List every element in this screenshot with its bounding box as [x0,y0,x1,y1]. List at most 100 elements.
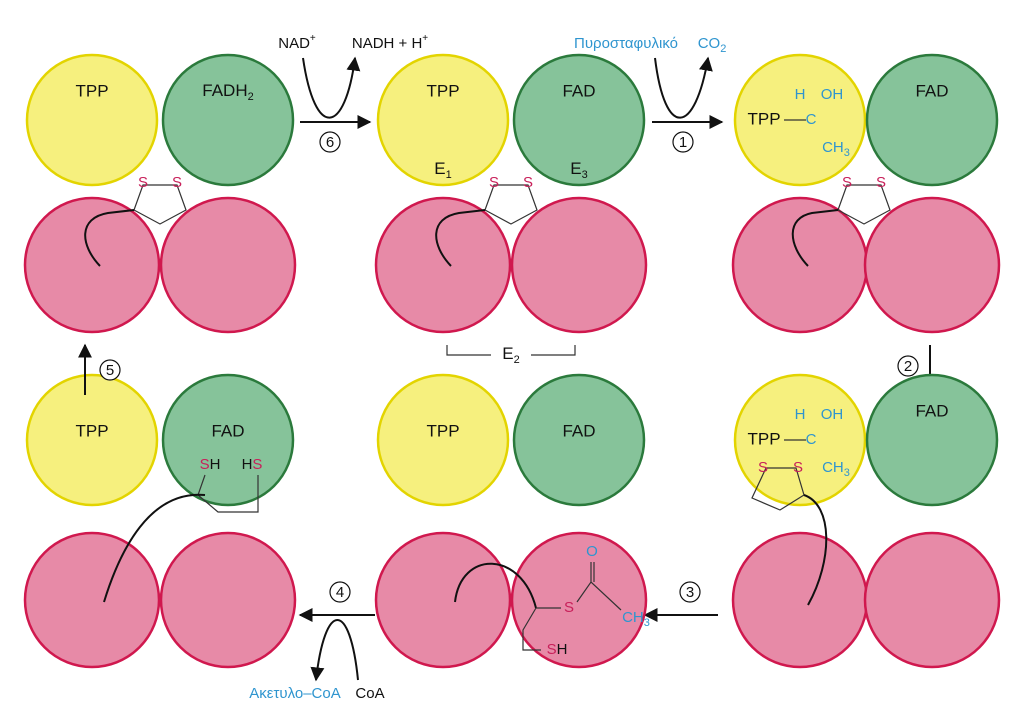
panel-bottom-right: TPP C H OH CH3 FAD S S [731,373,1001,669]
panel-top-left: TPP FADH2 S S [23,53,297,334]
step-4: 4 Ακετυλο–CoA CoA [249,581,385,702]
e1-label: TPP [75,421,108,440]
step-circle [99,359,121,381]
text: NAD [278,35,310,52]
lipoyl-ring [837,184,891,225]
step-number: 4 [336,584,344,601]
lipoyl-ring [484,184,538,225]
e1-enzyme [376,53,510,187]
e1-enzyme [25,373,159,507]
sulfur: S [172,174,182,191]
carbon: C [806,111,817,128]
sulfur: S [489,174,499,191]
text: FADH [202,81,247,100]
sub: 1 [446,169,452,181]
e1-enzyme [376,373,510,507]
text: NADH + H [352,35,422,52]
e3-enzyme [512,53,646,187]
e3-label: FAD [915,81,948,100]
e3-label: FADH2 [202,81,253,102]
step-circle [897,355,919,377]
text: CO [698,35,721,52]
step-number: 6 [326,134,334,151]
lipoyl-arm [803,494,828,606]
e2-domain [863,531,1001,669]
cofactor-arrow [310,619,359,682]
text: E [502,344,513,363]
methyl: CH3 [822,459,850,479]
tpp: TPP [747,429,780,448]
hydroxyl: OH [821,406,844,423]
hydroxyl: OH [821,86,844,103]
text: S [547,641,557,658]
sulfur: S [876,174,886,191]
e3-enzyme [865,53,999,187]
e3-label: FAD [915,401,948,420]
sulfur: S [138,174,148,191]
step-1: Πυροσταφυλικό CO2 1 [574,35,726,153]
panel-top-right: TPP C H OH CH3 FAD S S [731,53,1001,334]
text: CH [822,459,844,476]
e3-label: FAD [562,81,595,100]
e3-enzyme [161,53,295,187]
hydrogen: H [795,86,806,103]
text: S [252,456,262,473]
e3-enzyme [161,373,295,507]
e1-label: TPP [75,81,108,100]
text: CH [822,139,844,156]
acetyl-bonds [576,562,622,611]
step-number: 2 [904,358,912,375]
cofactor-arrow [302,56,361,119]
e2-domain [23,196,161,334]
carbon: C [806,431,817,448]
e1-label: TPP [426,421,459,440]
step-3: 3 [643,581,718,622]
e2-domain [510,196,648,334]
e2-domain [23,531,161,669]
sulfur: S [758,459,768,476]
text: CH [622,609,644,626]
sub: 3 [582,169,588,181]
acetyl-coa: Ακετυλο–CoA [249,685,340,702]
e3-name: E3 [570,159,587,180]
sub: 2 [514,354,520,366]
e2-domain [159,531,297,669]
panel-bottom-middle: TPP FAD S O CH3 SH [374,373,650,669]
text: H [557,641,568,658]
lipoyl-ring [133,184,187,225]
e2-domain [374,531,512,669]
e2-domain [863,196,1001,334]
sulfur: S [793,459,803,476]
sub: 3 [644,617,650,629]
e3-enzyme [865,373,999,507]
step-6: NAD+ NADH + H+ 6 [278,33,428,153]
sulfur: S [564,599,574,616]
lipoyl-arm [454,562,537,609]
methyl: CH3 [822,139,850,159]
lipoyl-ring [751,467,805,511]
text: H [210,456,221,473]
tpp: TPP [747,109,780,128]
sup: + [422,33,428,44]
text: S [200,456,210,473]
thiol: HS [242,456,263,473]
sub: 3 [844,467,850,479]
e2-bracket [446,345,576,356]
step-circle [319,131,341,153]
lipoyl-arm [84,209,135,267]
sulfur: S [523,174,533,191]
lipoyl-chain [522,607,561,651]
nad: NAD+ [278,33,316,52]
e2-domain [731,531,869,669]
sub: 2 [248,91,254,103]
step-5: 5 [78,343,121,395]
sub: 2 [720,43,726,55]
sup: + [310,33,316,44]
step-circle [672,131,694,153]
pyruvate: Πυροσταφυλικό [574,35,678,52]
text: E [570,159,581,178]
lipoyl-arm [103,493,206,603]
lipoyl-chain [197,474,259,513]
